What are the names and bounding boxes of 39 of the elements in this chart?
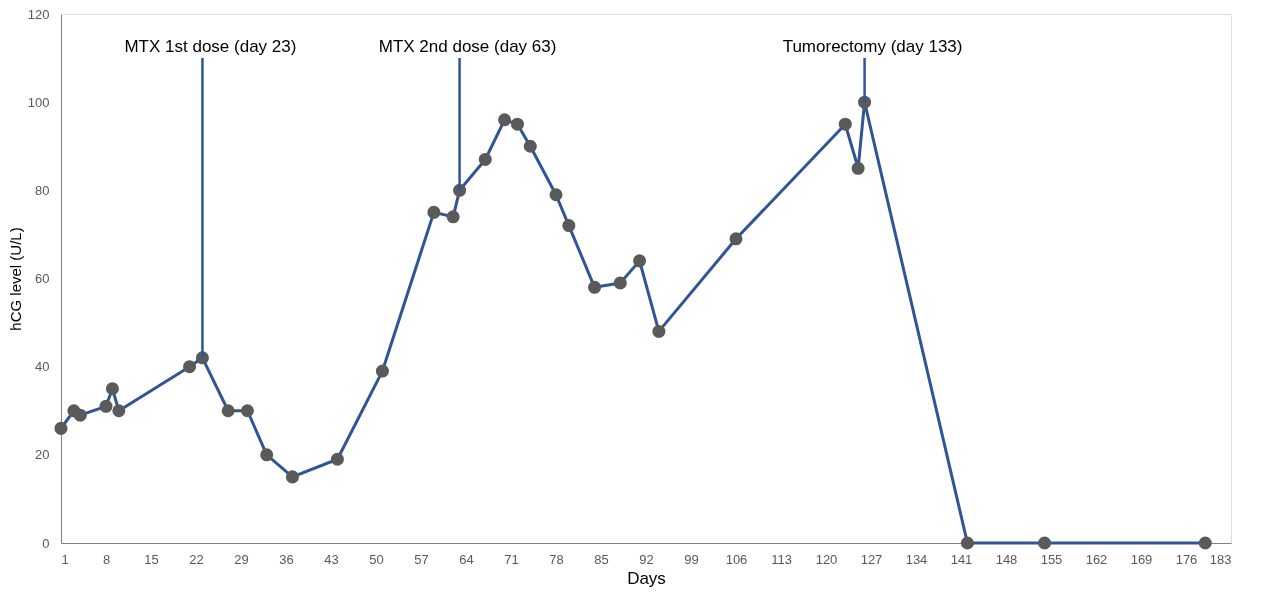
y-axis-title: hCG level (U/L) [6, 227, 24, 331]
x-tick-label: 36 [279, 551, 294, 567]
ref-line-label: MTX 2nd dose (day 63) [378, 37, 557, 56]
x-tick-label: 85 [594, 551, 609, 567]
x-tick-label: 134 [905, 551, 928, 567]
x-tick-label: 183 [1209, 551, 1232, 567]
y-tick-label: 0 [42, 535, 50, 551]
x-tick-label: 162 [1085, 551, 1108, 567]
y-tick-label: 60 [35, 271, 50, 286]
x-tick-label: 71 [504, 551, 519, 567]
x-tick-label: 169 [1130, 551, 1153, 567]
y-tick-label: 120 [27, 6, 50, 22]
x-tick-label: 78 [549, 551, 564, 567]
x-tick-label: 15 [144, 551, 159, 567]
y-tick-label: 40 [35, 359, 50, 375]
x-tick-label: 50 [369, 551, 384, 567]
x-tick-label: 92 [639, 551, 654, 567]
ref-line-label: Tumorectomy (day 133) [782, 37, 963, 56]
x-tick-label: 120 [815, 551, 838, 567]
x-tick-label: 64 [459, 551, 474, 567]
x-tick-label: 57 [414, 551, 429, 567]
x-tick-label: 113 [771, 551, 792, 567]
x-tick-label: 22 [189, 551, 204, 567]
x-tick-label: 176 [1175, 551, 1198, 567]
x-tick-label: 43 [324, 551, 339, 567]
x-tick-label: 127 [860, 551, 883, 567]
x-tick-label: 99 [684, 551, 699, 567]
x-tick-label: 8 [102, 551, 111, 567]
y-tick-label: 100 [27, 94, 50, 110]
y-tick-label: 20 [35, 447, 50, 463]
x-axis-title: Days [627, 568, 666, 588]
x-tick-label: 141 [950, 551, 973, 567]
ref-line-label: MTX 1st dose (day 23) [124, 37, 297, 56]
x-tick-label: 1 [61, 551, 69, 567]
x-tick-label: 155 [1040, 551, 1063, 567]
y-tick-label: 80 [35, 182, 50, 198]
x-tick-label: 148 [995, 551, 1018, 567]
x-tick-label: 29 [234, 551, 249, 567]
x-tick-label: 106 [725, 551, 748, 567]
